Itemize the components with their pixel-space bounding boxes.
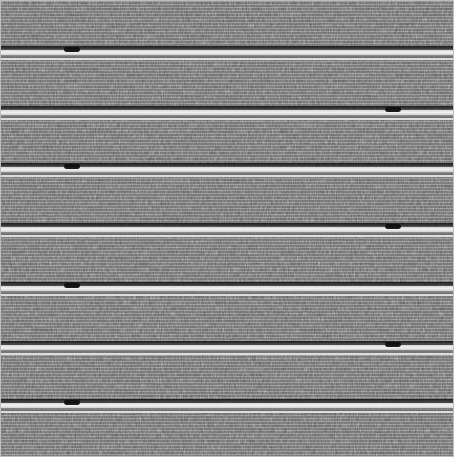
horizontal-band-7 — [1, 399, 453, 413]
horizontal-band-3 — [1, 163, 453, 177]
horizontal-band-2 — [1, 106, 453, 120]
dark-node-4-right — [385, 224, 401, 229]
dark-node-1-left — [64, 47, 80, 52]
dark-node-7-left — [64, 400, 80, 405]
dark-node-5-left — [64, 283, 80, 288]
dark-node-2-right — [385, 107, 401, 112]
horizontal-band-5 — [1, 282, 453, 296]
dark-node-3-left — [64, 164, 80, 169]
horizontal-band-6 — [1, 341, 453, 355]
horizontal-band-1 — [1, 46, 453, 60]
horizontal-band-4 — [1, 223, 453, 237]
dark-node-6-right — [385, 342, 401, 347]
